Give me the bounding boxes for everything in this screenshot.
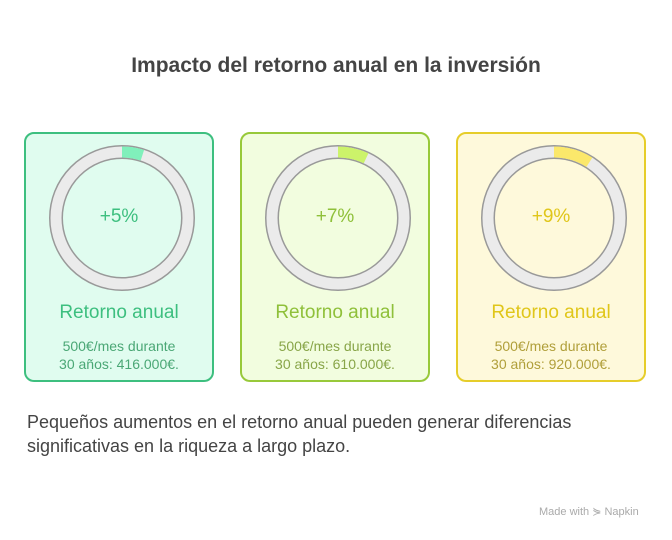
percent-label: +9% bbox=[531, 206, 571, 227]
progress-arc bbox=[266, 146, 410, 290]
progress-ring bbox=[49, 145, 195, 291]
card-description: 500€/mes durante 30 años: 920.000€. bbox=[458, 337, 644, 373]
napkin-watermark: Made with ⋟ Napkin bbox=[539, 506, 639, 518]
return-card: +5% Retorno anual 500€/mes durante 30 año… bbox=[24, 132, 214, 382]
page-title: Impacto del retorno anual en la inversió… bbox=[131, 54, 541, 77]
percent-label: +5% bbox=[99, 206, 139, 227]
card-description: 500€/mes durante 30 años: 610.000€. bbox=[242, 337, 428, 373]
desc-line: 500€/mes durante bbox=[62, 338, 176, 354]
summary-text: Pequeños aumentos en el retorno anual pu… bbox=[27, 412, 572, 456]
desc-line: 500€/mes durante bbox=[278, 338, 392, 354]
desc-line: 500€/mes durante bbox=[494, 338, 608, 354]
desc-line: 30 años: 610.000€. bbox=[275, 356, 395, 372]
card-label: Retorno anual bbox=[275, 302, 395, 323]
desc-line: 30 años: 920.000€. bbox=[491, 356, 611, 372]
progress-ring bbox=[265, 145, 411, 291]
card-label: Retorno anual bbox=[491, 302, 611, 323]
progress-ring bbox=[481, 145, 627, 291]
percent-label: +7% bbox=[315, 206, 355, 227]
card-label: Retorno anual bbox=[59, 302, 179, 323]
progress-arc bbox=[50, 146, 194, 290]
return-card: +7% Retorno anual 500€/mes durante 30 año… bbox=[240, 132, 430, 382]
card-description: 500€/mes durante 30 años: 416.000€. bbox=[26, 337, 212, 373]
return-card: +9% Retorno anual 500€/mes durante 30 año… bbox=[456, 132, 646, 382]
desc-line: 30 años: 416.000€. bbox=[59, 356, 179, 372]
progress-arc bbox=[482, 146, 626, 290]
